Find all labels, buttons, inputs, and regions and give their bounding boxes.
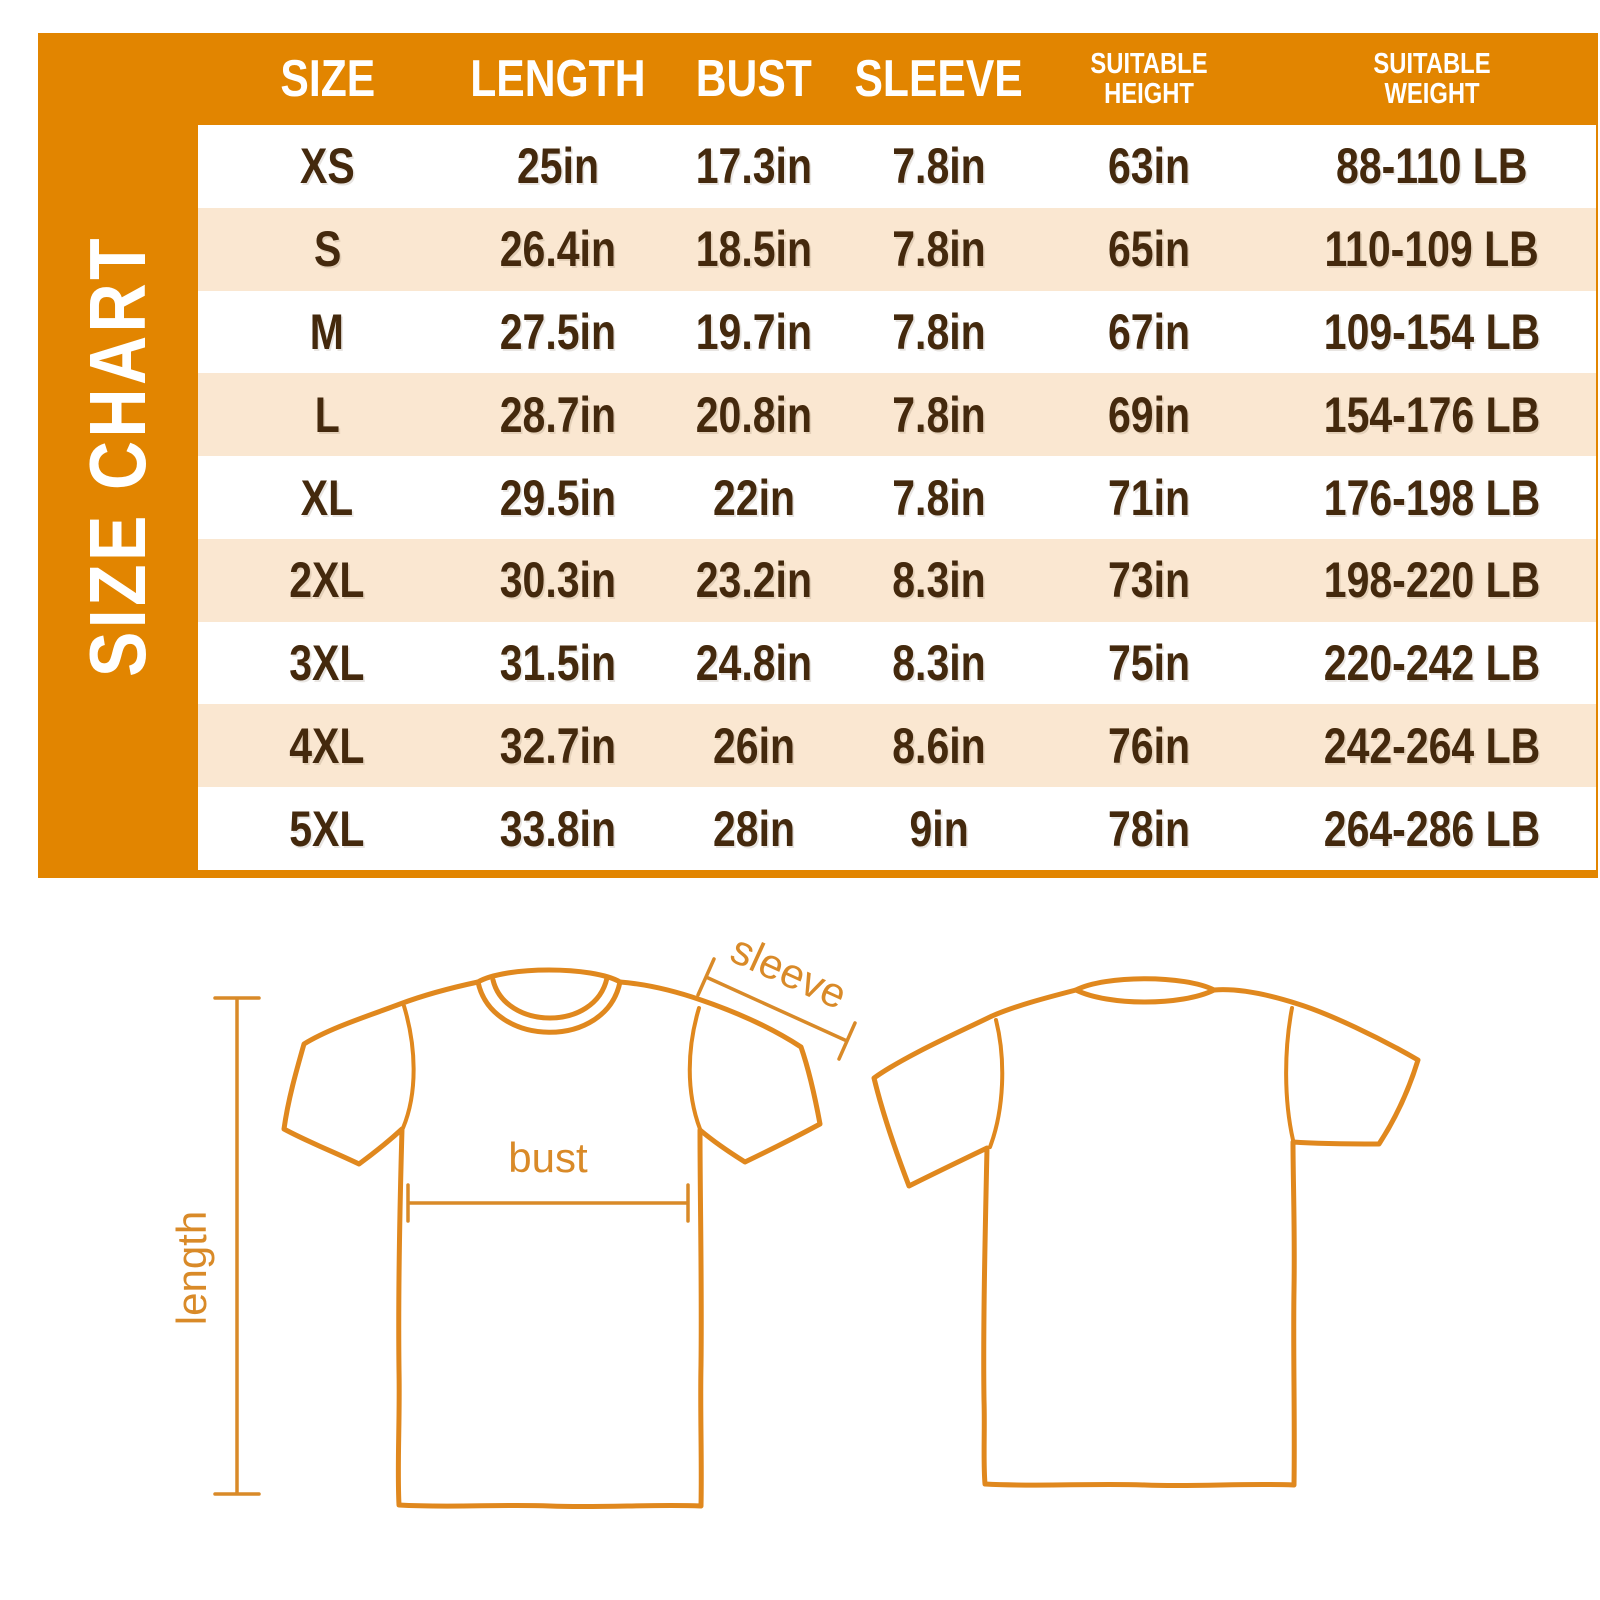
- cell-bust: 22in: [712, 469, 795, 526]
- cell-suitable-weight: 109-154 LB: [1323, 303, 1540, 360]
- table-row: S 26.4in 18.5in 7.8in 65in 110-109 LB: [198, 207, 1596, 291]
- cell-length: 29.5in: [499, 469, 617, 526]
- cell-suitable-weight: 88-110 LB: [1335, 138, 1528, 195]
- cell-bust: 19.7in: [695, 303, 812, 360]
- cell-size: 4XL: [289, 717, 365, 774]
- column-header-bust: BUST: [695, 50, 812, 108]
- column-header-suitable-weight: SUITABLE WEIGHT: [1373, 47, 1491, 110]
- cell-size: XS: [299, 138, 355, 195]
- cell-size: L: [314, 386, 340, 443]
- cell-suitable-height: 71in: [1107, 469, 1190, 526]
- tshirt-front-outline: [281, 967, 823, 1510]
- cell-size: 3XL: [289, 635, 365, 692]
- cell-suitable-height: 73in: [1107, 552, 1190, 609]
- table-row: 3XL 31.5in 24.8in 8.3in 75in 220-242 LB: [198, 621, 1596, 705]
- cell-length: 33.8in: [499, 800, 617, 857]
- cell-suitable-weight: 176-198 LB: [1323, 469, 1540, 526]
- cell-bust: 26in: [712, 717, 795, 774]
- cell-suitable-weight: 198-220 LB: [1323, 552, 1540, 609]
- back-armhole-seam-right: [1284, 1006, 1295, 1142]
- collar-inner: [490, 975, 610, 1021]
- collar-outer: [475, 979, 623, 1035]
- cell-suitable-height: 69in: [1107, 386, 1190, 443]
- column-header-suitable-height: SUITABLE HEIGHT: [1090, 47, 1208, 110]
- cell-sleeve: 8.3in: [892, 552, 986, 609]
- cell-suitable-height: 63in: [1107, 138, 1190, 195]
- cell-suitable-weight: 154-176 LB: [1323, 386, 1540, 443]
- length-label: length: [168, 1211, 215, 1325]
- cell-suitable-height: 78in: [1107, 800, 1190, 857]
- cell-length: 25in: [516, 138, 599, 195]
- side-band: SIZE CHART: [38, 33, 198, 878]
- column-header-size: SIZE: [279, 50, 375, 108]
- cell-suitable-weight: 110-109 LB: [1324, 221, 1539, 278]
- cell-sleeve: 7.8in: [892, 469, 986, 526]
- table-row: 4XL 32.7in 26in 8.6in 76in 242-264 LB: [198, 704, 1596, 788]
- sleeve-dimension-line: [696, 957, 857, 1061]
- cell-suitable-height: 67in: [1107, 303, 1190, 360]
- page-title: SIZE CHART: [73, 234, 162, 677]
- cell-bust: 28in: [712, 800, 795, 857]
- table-row: XS 25in 17.3in 7.8in 63in 88-110 LB: [198, 125, 1596, 208]
- cell-sleeve: 7.8in: [892, 386, 986, 443]
- armhole-seam-left: [401, 1004, 416, 1130]
- cell-length: 27.5in: [499, 303, 617, 360]
- back-armhole-seam-left: [988, 1018, 1005, 1149]
- cell-suitable-weight: 220-242 LB: [1323, 635, 1540, 692]
- table-header: SIZE LENGTH BUST SLEEVE SUITABLE HEIGHT …: [198, 33, 1596, 125]
- column-header-sleeve: SLEEVE: [854, 50, 1024, 108]
- cell-suitable-weight: 242-264 LB: [1323, 717, 1540, 774]
- cell-length: 32.7in: [499, 717, 617, 774]
- length-dimension-line: [213, 996, 261, 1496]
- measurement-diagram: length bust sleeve: [168, 925, 1421, 1510]
- cell-length: 30.3in: [499, 552, 617, 609]
- cell-size: XL: [301, 469, 354, 526]
- cell-suitable-height: 76in: [1107, 717, 1190, 774]
- cell-bust: 20.8in: [695, 386, 812, 443]
- cell-sleeve: 7.8in: [892, 138, 986, 195]
- cell-bust: 18.5in: [695, 221, 812, 278]
- cell-bust: 23.2in: [695, 552, 812, 609]
- cell-suitable-height: 65in: [1107, 221, 1190, 278]
- table-row: 2XL 30.3in 23.2in 8.3in 73in 198-220 LB: [198, 538, 1596, 622]
- cell-bust: 17.3in: [695, 138, 812, 195]
- sleeve-label: sleeve: [724, 925, 854, 1018]
- column-header-length: LENGTH: [470, 50, 646, 108]
- cell-sleeve: 8.3in: [892, 635, 986, 692]
- table-body: XS 25in 17.3in 7.8in 63in 88-110 LB S 26…: [198, 125, 1596, 871]
- cell-length: 31.5in: [499, 635, 617, 692]
- cell-suitable-weight: 264-286 LB: [1323, 800, 1540, 857]
- cell-length: 26.4in: [499, 221, 617, 278]
- armhole-seam-right: [687, 1006, 702, 1131]
- cell-suitable-height: 75in: [1107, 635, 1190, 692]
- table-row: XL 29.5in 22in 7.8in 71in 176-198 LB: [198, 456, 1596, 539]
- cell-sleeve: 9in: [909, 800, 969, 857]
- cell-size: M: [310, 303, 345, 360]
- back-collar-bottom: [1073, 987, 1217, 1005]
- tshirt-back-outline: [871, 976, 1421, 1489]
- bust-label: bust: [508, 1134, 588, 1181]
- table-row: M 27.5in 19.7in 7.8in 67in 109-154 LB: [198, 290, 1596, 374]
- table-row: 5XL 33.8in 28in 9in 78in 264-286 LB: [198, 787, 1596, 871]
- cell-sleeve: 7.8in: [892, 303, 986, 360]
- cell-sleeve: 8.6in: [892, 717, 986, 774]
- collar-top: [475, 967, 623, 985]
- bust-dimension-line: [406, 1183, 690, 1223]
- cell-size: 5XL: [289, 800, 365, 857]
- back-collar-top: [1073, 976, 1217, 993]
- cell-bust: 24.8in: [695, 635, 812, 692]
- table-row: L 28.7in 20.8in 7.8in 69in 154-176 LB: [198, 373, 1596, 457]
- size-table: SIZE CHART SIZE LENGTH BUST SLEEVE SUITA…: [38, 33, 1598, 878]
- cell-size: S: [313, 221, 341, 278]
- cell-length: 28.7in: [499, 386, 617, 443]
- cell-size: 2XL: [289, 552, 365, 609]
- cell-sleeve: 7.8in: [892, 221, 986, 278]
